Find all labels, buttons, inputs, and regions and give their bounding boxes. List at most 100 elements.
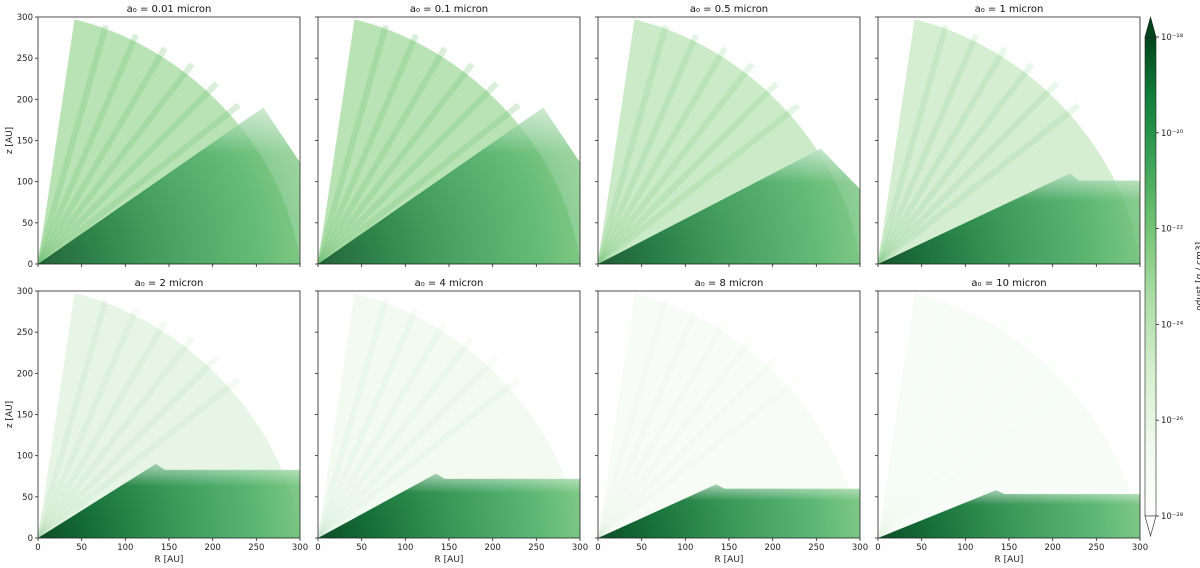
envelope-streak <box>318 320 448 538</box>
x-tick-label: 200 <box>765 543 781 553</box>
x-tick-label: 50 <box>356 543 367 553</box>
panel-plot-area <box>598 293 860 538</box>
panel-8: 0 50 100 150 200 250 300 R [AU] a₀ = 10 micron <box>875 278 1148 565</box>
panel-1: 0 50 100 150 200 250 300 z [AU] a₀ = 0.01 micron <box>5 4 301 270</box>
x-tick-label: 250 <box>1088 543 1104 553</box>
x-tick-label: 0 <box>315 543 320 553</box>
disk-fade <box>598 148 860 264</box>
x-axis-label: R [AU] <box>435 555 464 565</box>
envelope-streak <box>318 307 419 538</box>
x-tick-label: 250 <box>248 543 264 553</box>
envelope-streak <box>598 81 779 264</box>
envelope-streak <box>598 46 728 264</box>
x-tick-label: 100 <box>117 543 133 553</box>
envelope-streak <box>38 355 219 538</box>
x-tick-label: 100 <box>677 543 693 553</box>
y-tick-label: 150 <box>17 411 33 421</box>
panel-plot-area <box>38 293 300 538</box>
x-tick-label: 150 <box>441 543 457 553</box>
x-tick-label: 200 <box>1045 543 1061 553</box>
x-tick-label: 0 <box>595 543 600 553</box>
colorbar-tick-label: 10⁻²⁴ <box>1161 320 1184 330</box>
panel-5: 0 50 100 150 200 250 300 0 50 100 150 200 250 300 R [A… <box>5 278 308 565</box>
envelope-streak <box>38 298 109 538</box>
y-tick-label: 300 <box>17 13 33 23</box>
y-tick-label: 100 <box>17 178 33 188</box>
envelope-streak <box>38 33 139 264</box>
panel-title: a₀ = 4 micron <box>415 278 484 289</box>
envelope-streak <box>318 62 475 264</box>
panel-7: 0 50 100 150 200 250 300 R [AU] a₀ = 8 micron <box>595 278 868 565</box>
panel-plot-area <box>38 19 300 264</box>
panel-3: a₀ = 0.5 micron <box>595 4 861 267</box>
panel-title: a₀ = 1 micron <box>975 4 1044 15</box>
envelope-streak <box>318 336 475 538</box>
x-tick-label: 300 <box>292 543 308 553</box>
colorbar-tick-label: 10⁻²² <box>1161 225 1183 235</box>
panel-2: a₀ = 0.1 micron <box>315 4 581 267</box>
disk-fade <box>878 173 1140 264</box>
x-tick-label: 300 <box>572 543 588 553</box>
panel-4: a₀ = 1 micron <box>875 4 1141 267</box>
colorbar-label: ρdust [g / cm3] <box>1195 242 1200 311</box>
y-tick-label: 0 <box>28 534 33 544</box>
panel-title: a₀ = 2 micron <box>135 278 204 289</box>
x-tick-label: 300 <box>852 543 868 553</box>
colorbar-extend-max <box>1144 15 1157 38</box>
y-tick-label: 50 <box>22 219 33 229</box>
disk-fade <box>598 484 860 538</box>
panel-plot-area <box>318 19 580 264</box>
x-axis-label: R [AU] <box>995 555 1024 565</box>
envelope-streak <box>38 336 195 538</box>
x-tick-label: 100 <box>397 543 413 553</box>
envelope-streak <box>318 298 389 538</box>
colorbar: 10⁻²⁸ 10⁻²⁶ 10⁻²⁴ 10⁻²² 10⁻²⁰ 10⁻¹⁸ ρdust [g /… <box>1144 15 1200 538</box>
envelope-streak <box>878 81 1059 264</box>
envelope-streak <box>38 24 109 264</box>
envelope-streak <box>598 102 801 264</box>
panel-plot-area <box>878 19 1140 264</box>
envelope-streak <box>38 320 168 538</box>
x-tick-label: 150 <box>1001 543 1017 553</box>
envelope-streak <box>878 46 1008 264</box>
x-tick-label: 200 <box>485 543 501 553</box>
y-axis-label: z [AU] <box>5 127 15 154</box>
y-tick-label: 200 <box>17 369 33 379</box>
x-tick-label: 0 <box>875 543 880 553</box>
x-tick-label: 250 <box>808 543 824 553</box>
x-tick-label: 300 <box>1132 543 1148 553</box>
y-tick-label: 100 <box>17 452 33 462</box>
panel-title: a₀ = 0.5 micron <box>690 4 768 15</box>
envelope-streak <box>38 376 241 538</box>
envelope-streak <box>878 102 1081 264</box>
x-axis-label: R [AU] <box>715 555 744 565</box>
envelope-streak <box>878 62 1035 264</box>
y-tick-label: 250 <box>17 54 33 64</box>
x-tick-label: 50 <box>636 543 647 553</box>
envelope-region <box>598 293 860 538</box>
envelope-streak <box>318 46 448 264</box>
x-tick-label: 100 <box>957 543 973 553</box>
envelope-streak <box>878 33 979 264</box>
envelope-streak <box>318 355 499 538</box>
envelope-region <box>318 293 580 538</box>
panel-title: a₀ = 8 micron <box>695 278 764 289</box>
envelope-streak <box>318 33 419 264</box>
panel-plot-area <box>598 19 860 264</box>
colorbar-extend-min <box>1144 515 1157 538</box>
envelope-streak <box>318 376 521 538</box>
y-axis-label: z [AU] <box>5 401 15 428</box>
y-tick-label: 150 <box>17 137 33 147</box>
colorbar-tick-label: 10⁻²⁰ <box>1161 129 1184 139</box>
x-tick-label: 50 <box>916 543 927 553</box>
disk-fade <box>38 463 300 538</box>
x-tick-label: 150 <box>721 543 737 553</box>
disk-fade <box>318 473 580 538</box>
colorbar-tick-label: 10⁻¹⁸ <box>1161 33 1184 43</box>
envelope-region <box>878 293 1140 538</box>
colorbar-tick-label: 10⁻²⁶ <box>1161 416 1184 426</box>
colorbar-body <box>1144 36 1157 517</box>
envelope-streak <box>598 33 699 264</box>
x-tick-label: 200 <box>205 543 221 553</box>
disk-fade <box>318 107 580 264</box>
